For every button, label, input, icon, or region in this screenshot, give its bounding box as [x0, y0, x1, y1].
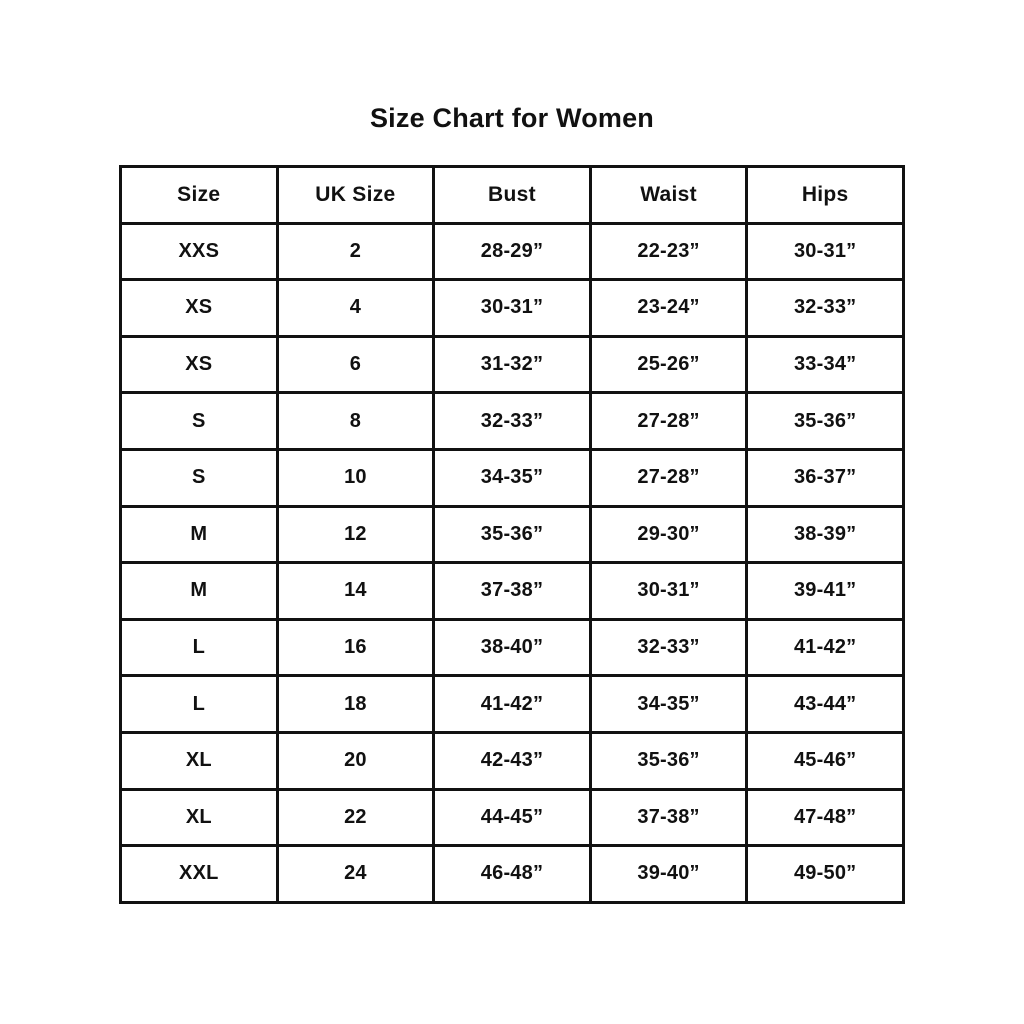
cell-bust: 46-48” — [432, 844, 592, 904]
cell-hips: 35-36” — [745, 391, 905, 451]
table-row: M 14 37-38” 30-31” 39-41” — [119, 561, 905, 621]
column-header-size: Size — [119, 165, 279, 225]
cell-waist: 35-36” — [588, 730, 749, 791]
cell-uk-size: 2 — [275, 221, 436, 282]
cell-hips: 32-33” — [745, 278, 905, 338]
cell-waist: 25-26” — [588, 334, 749, 395]
cell-uk-size: 4 — [275, 278, 436, 338]
table-row: S 10 34-35” 27-28” 36-37” — [119, 447, 905, 508]
cell-waist: 32-33” — [588, 617, 749, 678]
column-header-hips: Hips — [745, 165, 905, 225]
cell-size: S — [119, 391, 279, 451]
table-row: S 8 32-33” 27-28” 35-36” — [119, 391, 905, 451]
page-title: Size Chart for Women — [369, 103, 655, 133]
cell-waist: 39-40” — [588, 844, 749, 904]
cell-waist: 30-31” — [588, 561, 749, 621]
cell-size: XXL — [119, 844, 279, 904]
cell-uk-size: 20 — [275, 730, 436, 791]
table-row: XXL 24 46-48” 39-40” 49-50” — [119, 844, 905, 904]
cell-uk-size: 16 — [275, 617, 436, 678]
cell-uk-size: 14 — [275, 561, 436, 621]
cell-hips: 30-31” — [745, 221, 905, 282]
cell-uk-size: 24 — [275, 844, 436, 904]
cell-size: XXS — [119, 221, 279, 282]
table-row: M 12 35-36” 29-30” 38-39” — [119, 504, 905, 565]
cell-hips: 39-41” — [745, 561, 905, 621]
cell-hips: 33-34” — [745, 334, 905, 395]
cell-uk-size: 6 — [275, 334, 436, 395]
cell-size: S — [119, 447, 279, 508]
cell-hips: 43-44” — [745, 674, 905, 734]
table-row: XL 22 44-45” 37-38” 47-48” — [119, 787, 905, 848]
cell-bust: 30-31” — [432, 278, 592, 338]
cell-bust: 31-32” — [432, 334, 592, 395]
cell-waist: 29-30” — [588, 504, 749, 565]
cell-hips: 47-48” — [745, 787, 905, 848]
table-row: XXS 2 28-29” 22-23” 30-31” — [119, 221, 905, 282]
table-row: XS 4 30-31” 23-24” 32-33” — [119, 278, 905, 338]
cell-size: XS — [119, 334, 279, 395]
size-chart-table: Size UK Size Bust Waist Hips XXS 2 28-29… — [119, 165, 905, 904]
table-row: XL 20 42-43” 35-36” 45-46” — [119, 730, 905, 791]
cell-bust: 37-38” — [432, 561, 592, 621]
cell-bust: 28-29” — [432, 221, 592, 282]
cell-bust: 34-35” — [432, 447, 592, 508]
cell-uk-size: 8 — [275, 391, 436, 451]
cell-hips: 38-39” — [745, 504, 905, 565]
column-header-uk-size: UK Size — [275, 165, 436, 225]
table-row: L 16 38-40” 32-33” 41-42” — [119, 617, 905, 678]
column-header-waist: Waist — [588, 165, 749, 225]
cell-size: XS — [119, 278, 279, 338]
cell-size: M — [119, 504, 279, 565]
table-header-row: Size UK Size Bust Waist Hips — [119, 165, 905, 225]
table-header: Size UK Size Bust Waist Hips — [119, 165, 905, 225]
column-header-bust: Bust — [432, 165, 592, 225]
cell-waist: 23-24” — [588, 278, 749, 338]
cell-hips: 49-50” — [745, 844, 905, 904]
cell-hips: 41-42” — [745, 617, 905, 678]
cell-waist: 34-35” — [588, 674, 749, 734]
table-body: XXS 2 28-29” 22-23” 30-31” XS 4 30-31” 2… — [119, 221, 905, 904]
cell-uk-size: 18 — [275, 674, 436, 734]
cell-bust: 38-40” — [432, 617, 592, 678]
cell-bust: 41-42” — [432, 674, 592, 734]
cell-bust: 32-33” — [432, 391, 592, 451]
cell-size: XL — [119, 730, 279, 791]
cell-uk-size: 10 — [275, 447, 436, 508]
cell-waist: 27-28” — [588, 447, 749, 508]
cell-size: L — [119, 617, 279, 678]
cell-uk-size: 22 — [275, 787, 436, 848]
cell-uk-size: 12 — [275, 504, 436, 565]
cell-bust: 42-43” — [432, 730, 592, 791]
cell-hips: 45-46” — [745, 730, 905, 791]
cell-size: M — [119, 561, 279, 621]
size-table-container: Size UK Size Bust Waist Hips XXS 2 28-29… — [119, 165, 905, 904]
cell-waist: 22-23” — [588, 221, 749, 282]
cell-waist: 27-28” — [588, 391, 749, 451]
table-row: XS 6 31-32” 25-26” 33-34” — [119, 334, 905, 395]
cell-size: L — [119, 674, 279, 734]
cell-waist: 37-38” — [588, 787, 749, 848]
cell-bust: 35-36” — [432, 504, 592, 565]
cell-size: XL — [119, 787, 279, 848]
table-row: L 18 41-42” 34-35” 43-44” — [119, 674, 905, 734]
cell-bust: 44-45” — [432, 787, 592, 848]
cell-hips: 36-37” — [745, 447, 905, 508]
